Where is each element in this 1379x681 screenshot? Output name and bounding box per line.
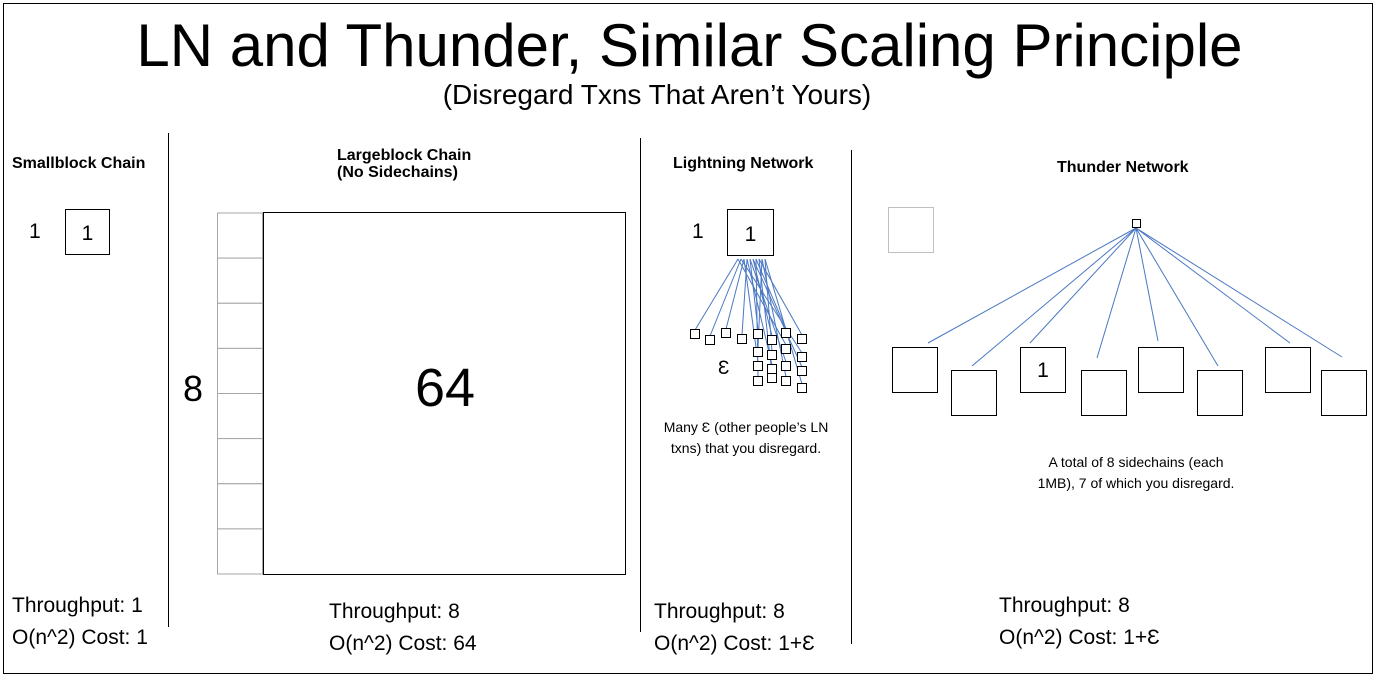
thunder-link xyxy=(1135,227,1343,358)
thunder-sidechain-box xyxy=(892,347,938,393)
thunder-note-line2: 1MB), 7 of which you disregard. xyxy=(1037,475,1235,491)
smallblock-cost: O(n^2) Cost: 1 xyxy=(12,626,148,649)
diagram-title: LN and Thunder, Similar Scaling Principl… xyxy=(136,12,1243,79)
lightning-txn-box xyxy=(690,329,700,339)
thunder-link xyxy=(1135,227,1159,342)
thunder-sidechain-box xyxy=(1081,370,1127,416)
smallblock-side-label: 1 xyxy=(29,220,41,243)
thunder-sidechain-box xyxy=(1138,347,1184,393)
divider-small-large xyxy=(168,133,169,627)
largeblock-heading-line2: (No Sidechains) xyxy=(337,164,458,181)
thunder-links xyxy=(927,227,1343,367)
lightning-txn-box xyxy=(705,335,715,345)
lightning-txn-box xyxy=(767,350,777,360)
diagram-frame xyxy=(3,3,1373,674)
lightning-txn-box xyxy=(721,328,731,338)
lightning-txn-box xyxy=(797,383,807,393)
divider-lightning-thunder xyxy=(851,150,852,644)
lightning-link xyxy=(761,258,787,378)
thunder-sidechain-box xyxy=(951,370,997,416)
lightning-throughput: Throughput: 8 xyxy=(654,600,785,623)
thunder-link xyxy=(927,227,1137,344)
lightning-link xyxy=(755,258,759,378)
thunder-link xyxy=(1096,227,1137,359)
lightning-txn-box xyxy=(797,366,807,376)
lightning-txn-box xyxy=(753,361,763,371)
lightning-side-label: 1 xyxy=(692,220,704,243)
lightning-txn-box xyxy=(767,335,777,345)
diagram-subtitle: (Disregard Txns That Aren’t Yours) xyxy=(442,79,872,110)
lightning-link xyxy=(709,258,742,337)
largeblock-strip-cell xyxy=(217,438,263,485)
largeblock-side-label: 8 xyxy=(183,368,204,409)
lightning-txn-box xyxy=(797,334,807,344)
largeblock-strip-cell xyxy=(217,212,263,259)
thunder-own-sidechain xyxy=(1020,347,1066,393)
largeblock-strip-cell xyxy=(217,393,263,440)
lightning-cost: O(n^2) Cost: 1+Ɛ xyxy=(654,632,815,655)
thunder-sidechains: 1 xyxy=(892,347,1367,416)
thunder-heading: Thunder Network xyxy=(1057,159,1189,176)
thunder-link xyxy=(1029,227,1137,344)
lightning-txn-box xyxy=(753,376,763,386)
lightning-link xyxy=(746,258,773,366)
lightning-link xyxy=(764,258,803,385)
divider-large-lightning xyxy=(640,138,641,632)
largeblock-cost: O(n^2) Cost: 64 xyxy=(329,632,477,655)
largeblock-block-label: 64 xyxy=(415,358,475,418)
thunder-cost: O(n^2) Cost: 1+Ɛ xyxy=(999,626,1160,649)
smallblock-block-label: 1 xyxy=(82,222,94,245)
lightning-txn-box xyxy=(781,376,791,386)
lightning-block-label: 1 xyxy=(745,223,757,246)
smallblock-heading: Smallblock Chain xyxy=(12,155,146,172)
largeblock-strip-cell xyxy=(217,302,263,349)
thunder-own-sidechain-label: 1 xyxy=(1037,359,1049,382)
largeblock-strip-cell xyxy=(217,483,263,530)
largeblock-strip-cell xyxy=(217,257,263,304)
lightning-txn-box xyxy=(753,329,763,339)
lightning-link xyxy=(694,258,739,331)
lightning-txn-box xyxy=(797,352,807,362)
lightning-txn-box xyxy=(781,344,791,354)
lightning-txn-box xyxy=(781,361,791,371)
thunder-throughput: Throughput: 8 xyxy=(999,594,1130,617)
largeblock-side-strip xyxy=(217,212,263,575)
thunder-link xyxy=(1135,227,1219,367)
thunder-sidechain-box xyxy=(1197,370,1243,416)
largeblock-heading-line1: Largeblock Chain xyxy=(337,147,472,164)
lightning-note-line2: txns) that you disregard. xyxy=(670,440,822,456)
smallblock-block: 1 xyxy=(65,209,110,255)
thunder-note-line1: A total of 8 sidechains (each xyxy=(1048,454,1224,470)
largeblock-block: 64 xyxy=(263,212,626,575)
largeblock-throughput: Throughput: 8 xyxy=(329,600,460,623)
lightning-epsilon-label: Ɛ xyxy=(718,358,730,379)
largeblock-strip-cell xyxy=(217,347,263,394)
lightning-links xyxy=(694,258,803,385)
lightning-txn-box xyxy=(753,347,763,357)
lightning-txn-box xyxy=(767,364,777,374)
lightning-txn-box xyxy=(767,373,777,383)
lightning-block: 1 xyxy=(727,209,774,256)
lightning-txn-box xyxy=(781,328,791,338)
largeblock-strip-cell xyxy=(217,528,263,575)
thunder-link xyxy=(1135,227,1291,344)
thunder-faded-block xyxy=(888,207,934,253)
lightning-heading: Lightning Network xyxy=(673,155,814,172)
thunder-sidechain-box xyxy=(1321,370,1367,416)
lightning-note-line1: Many Ɛ (other people’s LN xyxy=(663,419,829,435)
thunder-link xyxy=(971,227,1137,367)
thunder-mainchain-block xyxy=(1132,219,1141,228)
thunder-sidechain-box xyxy=(1265,347,1311,393)
lightning-txn-box xyxy=(737,334,747,344)
lightning-link xyxy=(743,258,759,363)
lightning-link xyxy=(725,258,745,330)
lightning-txn-boxes xyxy=(690,328,807,393)
smallblock-throughput: Throughput: 1 xyxy=(12,594,143,617)
